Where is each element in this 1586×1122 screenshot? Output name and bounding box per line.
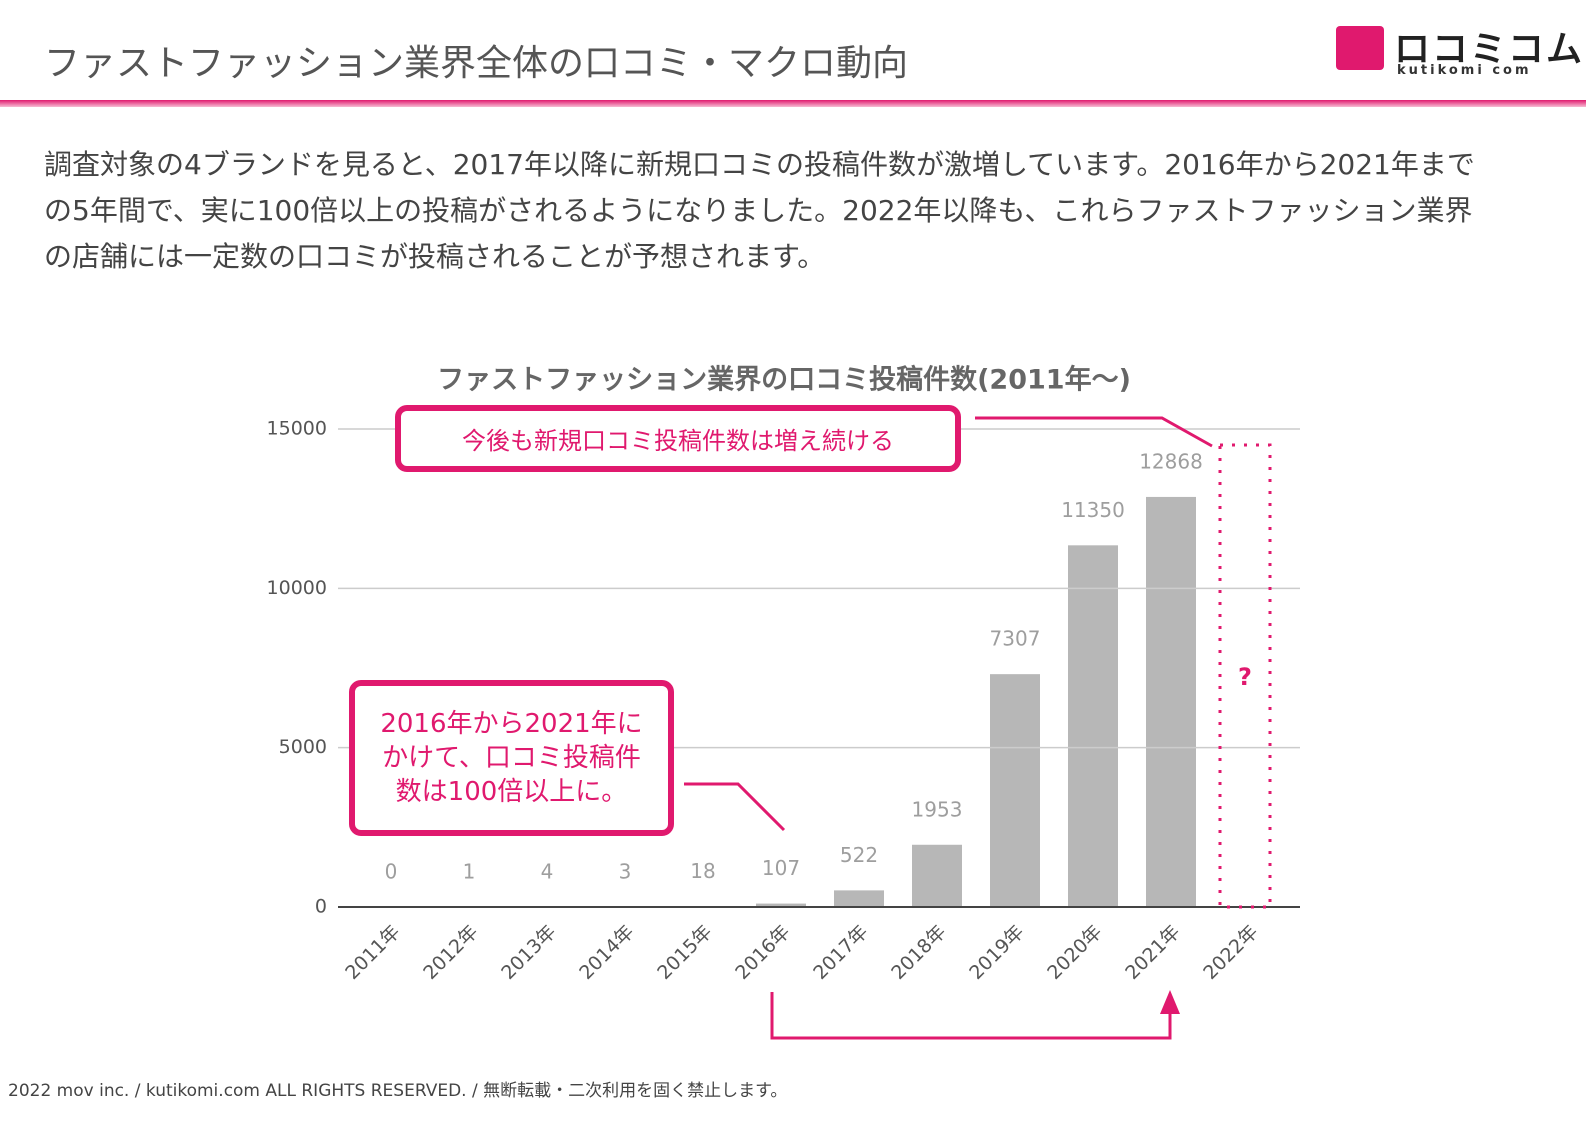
bar [1146, 496, 1196, 907]
y-tick-label: 10000 [267, 577, 327, 599]
x-tick-label: 2017年 [809, 921, 872, 984]
logo[interactable]: ロコミコム [1394, 29, 1585, 70]
footer: 2022 mov inc. / kutikomi.com ALL RIGHTS … [8, 1081, 788, 1101]
value-label: 12868 [1139, 449, 1203, 473]
value-label: 7307 [990, 627, 1041, 651]
callout: 今後も新規口コミ投稿件数は増え続ける [395, 405, 961, 472]
header-rule [0, 100, 1586, 107]
y-tick-label: 15000 [267, 418, 327, 440]
logo-sub: kutikomi com [1397, 63, 1532, 78]
x-tick-label: 2015年 [653, 921, 716, 984]
x-tick-label: 2018年 [887, 921, 950, 984]
value-label: 18 [690, 859, 715, 883]
connector [975, 416, 1213, 448]
chart-title: ファストファッション業界の口コミ投稿件数(2011年〜) [437, 364, 1131, 396]
x-tick-label: 2022年 [1199, 921, 1262, 984]
y-tick-label: 5000 [279, 736, 327, 758]
body-text: 調査対象の4ブランドを見ると、2017年以降に新規口コミの投稿件数が激増していま… [44, 148, 1475, 273]
logo-icon [1336, 26, 1384, 70]
x-tick-label: 2011年 [341, 921, 404, 984]
bar [756, 903, 806, 907]
x-tick-label: 2014年 [575, 921, 638, 984]
forecast-box [1218, 443, 1272, 909]
value-label: 107 [762, 856, 800, 880]
arrow-head [1160, 990, 1180, 1014]
x-tick-label: 2020年 [1043, 921, 1106, 984]
x-tick-label: 2012年 [419, 921, 482, 984]
value-label: 1953 [912, 797, 963, 821]
bar [1068, 545, 1118, 907]
value-label: 522 [840, 843, 878, 867]
y-tick-label: 0 [315, 896, 327, 918]
bar [990, 674, 1040, 907]
x-tick-label: 2021年 [1121, 921, 1184, 984]
bracket-arrow [770, 992, 1172, 1040]
value-label: 1 [463, 859, 476, 883]
value-label: 3 [619, 859, 632, 883]
forecast-mark: ? [1238, 663, 1252, 691]
value-label: 11350 [1061, 498, 1125, 522]
page-title: ファストファッション業界全体の口コミ・マクロ動向 [44, 43, 909, 84]
value-label: 4 [541, 859, 554, 883]
connector [684, 782, 786, 832]
x-tick-label: 2016年 [731, 921, 794, 984]
bar [912, 844, 962, 907]
x-tick-label: 2013年 [497, 921, 560, 984]
callout: 2016年から2021年にかけて、口コミ投稿件数は100倍以上に。 [349, 680, 674, 836]
x-tick-label: 2019年 [965, 921, 1028, 984]
bar [834, 890, 884, 907]
value-label: 0 [385, 860, 398, 884]
